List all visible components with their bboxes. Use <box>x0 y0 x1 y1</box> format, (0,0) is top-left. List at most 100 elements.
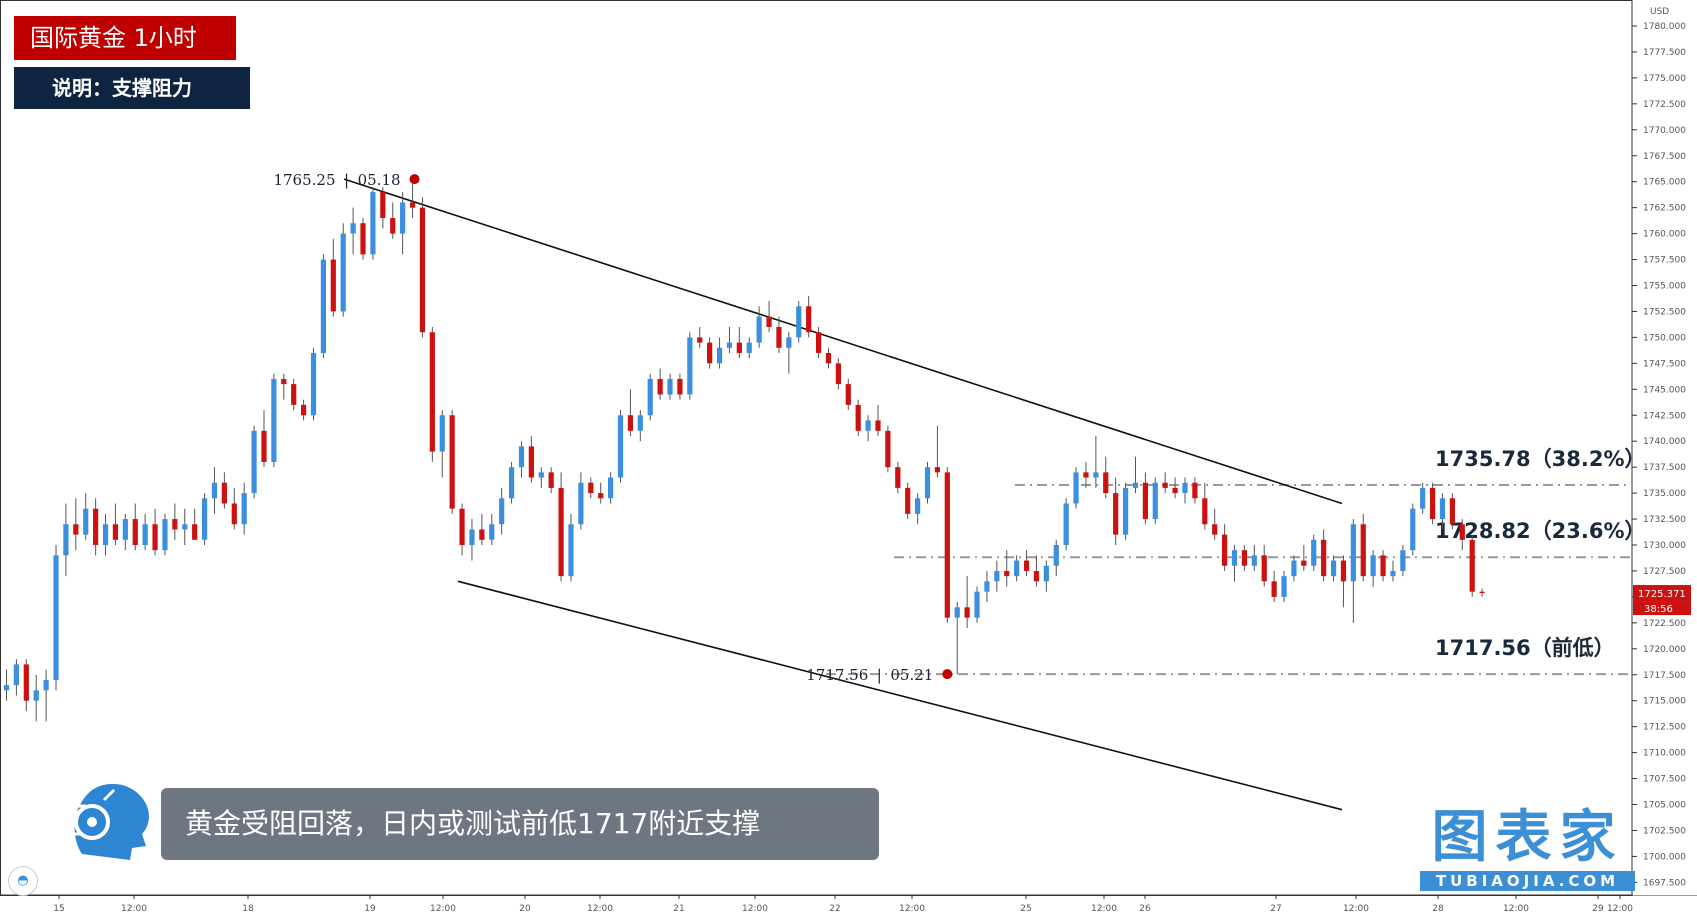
candle-body <box>1103 472 1109 494</box>
y-tick-label: 1717.500 <box>1643 671 1686 681</box>
candle-body <box>944 472 950 618</box>
candle-body <box>1172 487 1178 494</box>
candle-body <box>112 524 119 540</box>
candle-body <box>261 430 267 462</box>
candle-body <box>380 192 386 219</box>
candle-body <box>419 207 426 333</box>
y-tick-label: 1740.000 <box>1643 437 1686 447</box>
candle-body <box>637 415 643 431</box>
candle-body <box>1429 487 1436 520</box>
y-tick-label: 1720.000 <box>1643 645 1686 655</box>
annotations: 1765.25 ❘ 05.18 1717.56 ❘ 05.21 <box>273 171 953 684</box>
candle-body <box>825 352 832 364</box>
candle-body <box>310 352 317 416</box>
candle-body <box>617 415 624 478</box>
watermark: 图表家 TUBIAOJIA.COM <box>1420 805 1635 895</box>
current-price-tag <box>1633 585 1691 602</box>
candle-body <box>13 664 20 686</box>
y-tick-label: 1705.000 <box>1643 801 1686 811</box>
y-tick-label: 1712.500 <box>1643 723 1686 733</box>
candle-body <box>122 519 128 540</box>
candle-body <box>726 342 733 348</box>
candle-body <box>83 508 89 535</box>
candle-body <box>667 378 673 395</box>
candle-body <box>449 415 455 509</box>
y-tick-label: 1780.000 <box>1643 22 1686 32</box>
candle-body <box>835 363 841 385</box>
y-axis: USD 1780.000 1777.500 1775.000 1772.500 1770.… <box>1632 0 1697 895</box>
candle-body <box>251 430 257 494</box>
candle-body <box>1152 482 1158 520</box>
candle-body <box>43 679 49 691</box>
candle-body <box>716 347 723 364</box>
candle-body <box>1192 482 1198 499</box>
candle-body <box>558 487 564 577</box>
candle-body <box>33 690 39 701</box>
candle-body <box>875 420 881 431</box>
candle-body <box>905 487 911 514</box>
y-tick-label: 1770.000 <box>1643 126 1686 136</box>
candle-body <box>964 607 970 618</box>
y-tick-label: 1697.500 <box>1643 878 1686 888</box>
x-tick-label: 15 <box>53 904 64 914</box>
x-tick-label: 26 <box>1139 904 1151 914</box>
y-tick-label: 1715.000 <box>1643 697 1686 707</box>
x-tick-label: 12:00 <box>1607 904 1633 914</box>
candle-body <box>796 306 802 338</box>
y-tick-label: 1730.000 <box>1643 541 1686 551</box>
candle-body <box>1410 508 1416 551</box>
candle-body <box>687 337 693 395</box>
candle-body <box>855 404 861 431</box>
candle-body <box>915 498 921 514</box>
countdown-tag <box>1633 601 1691 616</box>
y-tick-label: 1765.000 <box>1643 178 1686 188</box>
candle-body <box>53 555 59 680</box>
candle-body <box>1142 482 1148 520</box>
candle-body <box>1023 560 1030 571</box>
trend-lines <box>343 178 1343 811</box>
y-tick-label: 1772.500 <box>1643 100 1686 110</box>
x-tick-label: 28 <box>1432 904 1444 914</box>
chart-title: 国际黄金 1小时 <box>14 16 236 60</box>
candle-body <box>1241 550 1248 566</box>
candle-body <box>657 378 663 395</box>
y-tick-label: 1737.500 <box>1643 463 1686 473</box>
level-label: 1728.82（23.6%） <box>1435 519 1646 543</box>
candle-body <box>1231 550 1238 566</box>
low-marker <box>942 669 953 680</box>
x-axis: 15 12:00 18 19 12:00 20 12:00 21 12:00 22 12:00 25 1… <box>53 895 1633 914</box>
candle-body <box>736 342 742 353</box>
tradingview-logo-icon[interactable]: ◓ <box>8 866 38 896</box>
candle-body <box>469 529 475 545</box>
candle-body <box>1222 534 1228 566</box>
y-tick-label: 1750.000 <box>1643 333 1686 343</box>
y-tick-label: 1760.000 <box>1643 230 1686 240</box>
candle-body <box>370 192 376 255</box>
candle-body <box>1360 524 1366 577</box>
candle-body <box>1301 560 1307 566</box>
candle-body <box>568 524 574 577</box>
candle-body <box>1459 524 1465 540</box>
candle-body <box>1291 560 1297 577</box>
candle-body <box>598 493 604 499</box>
y-tick-label: 1757.500 <box>1643 256 1686 266</box>
candle-body <box>538 472 544 478</box>
candle-body <box>429 332 435 452</box>
candle-body <box>627 415 634 431</box>
candle-body <box>707 342 713 364</box>
x-tick-label: 12:00 <box>121 904 147 914</box>
candle-body <box>1380 555 1386 577</box>
comment-box: 黄金受阻回落，日内或测试前低1717附近支撑 <box>161 788 879 860</box>
candle-body <box>162 519 168 551</box>
candle-body <box>132 519 138 545</box>
candle-body <box>330 259 336 312</box>
candle-body <box>974 591 980 618</box>
candle-body <box>340 233 346 312</box>
y-tick-label: 1745.000 <box>1643 385 1686 395</box>
y-tick-label: 1732.500 <box>1643 515 1686 525</box>
currency-label: USD <box>1650 7 1669 17</box>
candle-body <box>271 378 277 462</box>
candle-body <box>192 524 198 540</box>
candle-body <box>1132 482 1139 488</box>
